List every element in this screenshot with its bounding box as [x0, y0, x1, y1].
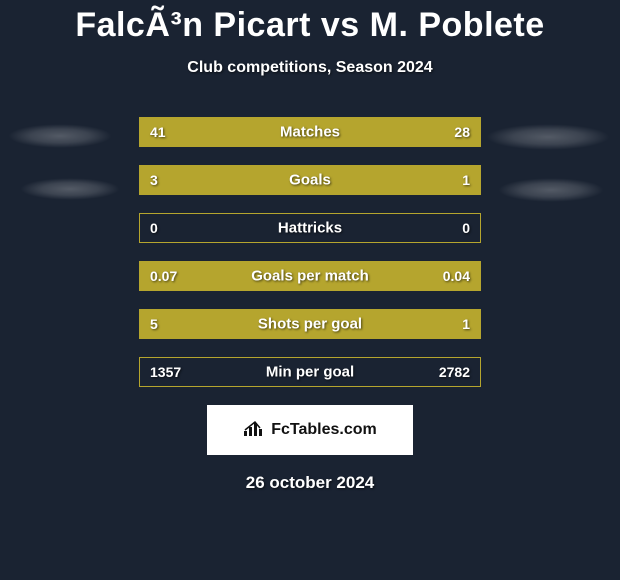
value-right: 1: [462, 316, 470, 332]
row-label: Hattricks: [278, 220, 342, 237]
shadow-ellipse: [498, 178, 604, 202]
comparison-row: 3 1 Goals: [139, 165, 481, 195]
value-right: 0: [462, 220, 470, 236]
row-label: Goals per match: [251, 268, 369, 285]
value-left: 1357: [150, 364, 181, 380]
brand-badge: FcTables.com: [207, 405, 413, 455]
row-label: Goals: [289, 172, 331, 189]
value-left: 0.07: [150, 268, 177, 284]
value-right: 28: [454, 124, 470, 140]
comparison-rows: 41 28 Matches 3 1 Goals 0 0 Hattricks 0.07 0.04 Goa…: [0, 117, 620, 387]
row-label: Shots per goal: [258, 316, 362, 333]
comparison-row: 41 28 Matches: [139, 117, 481, 147]
comparison-card: FalcÃ³n Picart vs M. Poblete Club compet…: [0, 0, 620, 580]
value-left: 41: [150, 124, 166, 140]
shadow-ellipse: [20, 178, 120, 200]
shadow-ellipse: [486, 124, 610, 150]
value-right: 2782: [439, 364, 470, 380]
comparison-row: 0.07 0.04 Goals per match: [139, 261, 481, 291]
value-left: 5: [150, 316, 158, 332]
bar-right: [422, 310, 480, 338]
footer-date: 26 october 2024: [0, 473, 620, 493]
value-right: 0.04: [443, 268, 470, 284]
bar-left: [140, 166, 395, 194]
brand-text: FcTables.com: [271, 421, 377, 439]
comparison-row: 5 1 Shots per goal: [139, 309, 481, 339]
row-label: Matches: [280, 124, 340, 141]
comparison-row: 1357 2782 Min per goal: [139, 357, 481, 387]
value-right: 1: [462, 172, 470, 188]
value-left: 3: [150, 172, 158, 188]
value-left: 0: [150, 220, 158, 236]
brand-icon: [243, 419, 265, 442]
page-title: FalcÃ³n Picart vs M. Poblete: [0, 0, 620, 45]
shadow-ellipse: [8, 124, 112, 148]
page-subtitle: Club competitions, Season 2024: [0, 59, 620, 77]
comparison-row: 0 0 Hattricks: [139, 213, 481, 243]
row-label: Min per goal: [266, 364, 354, 381]
